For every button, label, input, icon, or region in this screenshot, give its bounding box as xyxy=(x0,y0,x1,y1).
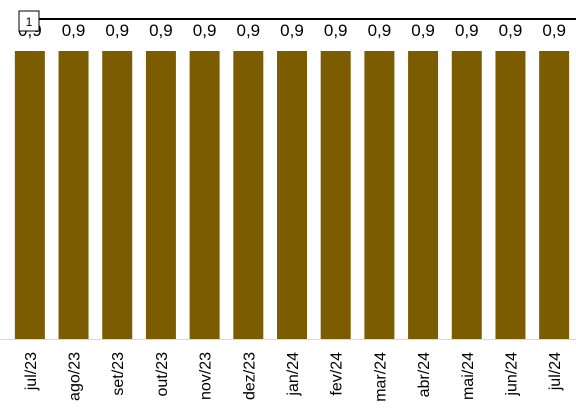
reference-line-marker xyxy=(18,10,40,32)
x-tick-label-set-23: set/23 xyxy=(110,352,127,396)
x-tick-label-out-23: out/23 xyxy=(154,352,171,397)
bar-mai-24 xyxy=(451,51,482,339)
bar-dez-23 xyxy=(233,51,264,339)
bar-fev-24 xyxy=(320,51,351,339)
x-tick-label-jun-24: jun/24 xyxy=(503,352,520,397)
x-tick-label-ago-23: ago/23 xyxy=(67,352,84,401)
bar-jan-24 xyxy=(277,51,307,339)
bar-set-23 xyxy=(102,51,133,339)
data-label-jun-24: 0,9 xyxy=(499,21,523,40)
bar-mar-24 xyxy=(364,51,395,339)
x-tick-label-jan-24: jan/24 xyxy=(285,352,302,397)
x-tick-label-jul-23: jul/23 xyxy=(23,352,40,391)
x-tick-label-mar-24: mar/24 xyxy=(372,352,389,402)
bar-nov-23 xyxy=(189,51,220,339)
x-tick-label-fev-24: fev/24 xyxy=(329,352,346,396)
data-label-fev-24: 0,9 xyxy=(324,21,348,40)
data-label-mar-24: 0,9 xyxy=(368,21,392,40)
bar-jun-24 xyxy=(495,51,526,339)
x-tick-label-abr-24: abr/24 xyxy=(416,352,433,397)
data-label-abr-24: 0,9 xyxy=(411,21,435,40)
bar-jul-24 xyxy=(539,51,570,339)
x-tick-label-dez-23: dez/23 xyxy=(241,352,258,400)
bar-out-23 xyxy=(145,51,176,339)
data-label-jul-24: 0,9 xyxy=(542,21,566,40)
data-label-set-23: 0,9 xyxy=(105,21,129,40)
x-tick-label-mai-24: mai/24 xyxy=(460,352,477,400)
bar-ago-23 xyxy=(58,51,89,339)
data-label-out-23: 0,9 xyxy=(149,21,173,40)
data-label-dez-23: 0,9 xyxy=(236,21,260,40)
bar-abr-24 xyxy=(408,51,439,339)
bar-jul-23 xyxy=(14,51,45,339)
data-label-nov-23: 0,9 xyxy=(193,21,217,40)
data-label-ago-23: 0,9 xyxy=(62,21,86,40)
data-label-mai-24: 0,9 xyxy=(455,21,479,40)
reference-line-label: 1 xyxy=(26,15,33,29)
data-label-jan-24: 0,9 xyxy=(280,21,304,40)
x-tick-label-jul-24: jul/24 xyxy=(547,352,564,391)
x-tick-label-nov-23: nov/23 xyxy=(198,352,215,400)
